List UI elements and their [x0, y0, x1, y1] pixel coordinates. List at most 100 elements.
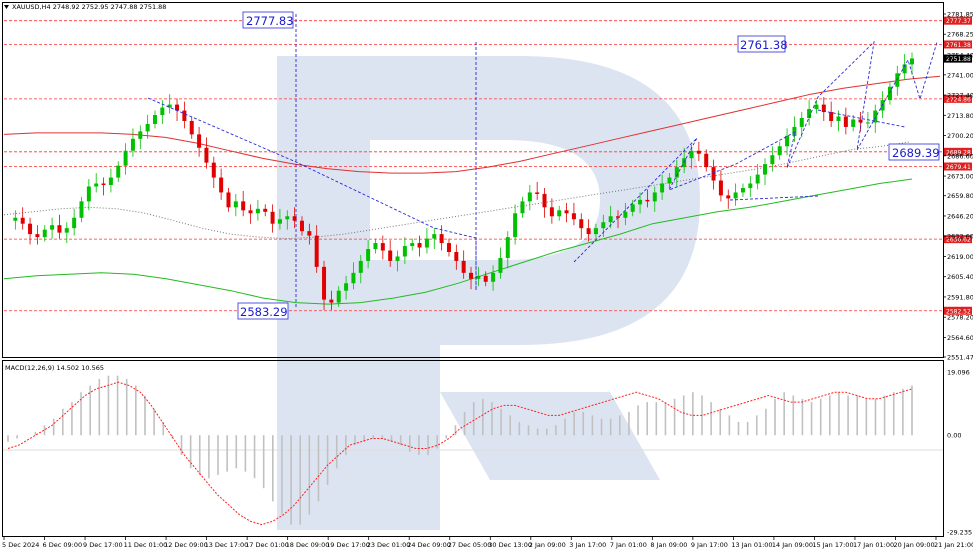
price-axis-label: 2619.00 [947, 253, 973, 261]
level-tag-label: 2777.37 [946, 18, 971, 25]
time-axis-label: 18 Dec 09:00 [286, 541, 330, 549]
price-axis-label: 2564.60 [947, 334, 973, 342]
candle-bull [255, 208, 260, 214]
candle-bear [542, 193, 547, 208]
price-axis-label: 2754.40 [947, 51, 973, 59]
level-tag-label: 2630.62 [946, 237, 971, 244]
candle-bear [579, 219, 584, 229]
annotation-2583: 2583.29 [237, 302, 289, 320]
time-axis-label: 9 Jan 17:00 [691, 541, 728, 549]
candle-bear [571, 213, 576, 220]
candle-bull [116, 165, 121, 178]
candle-bull [608, 216, 613, 223]
candle-bull [630, 204, 635, 212]
candle-bear [219, 177, 224, 193]
candle-bull [498, 257, 503, 273]
candle-bull [601, 222, 606, 229]
candle-bull [152, 115, 157, 124]
level-tag-label: 2724.86 [946, 96, 971, 103]
candle-bear [858, 119, 863, 123]
level-tag [944, 162, 972, 171]
candle-bull [733, 192, 738, 199]
candle-bull [72, 217, 77, 229]
candle-bull [42, 229, 47, 238]
time-axis-label: 7 Jan 01:00 [610, 541, 647, 549]
candle-bear [564, 210, 569, 214]
annotation-2761: 2761.38 [737, 35, 788, 53]
candle-bull [505, 237, 510, 258]
svg-text:2583.29: 2583.29 [240, 305, 288, 319]
annotation-2777: 2777.83 [242, 11, 294, 29]
price-panel-frame [2, 2, 944, 358]
candle-bear [439, 234, 444, 244]
time-axis-label: 14 Jan 09:00 [772, 541, 813, 549]
candle-bull [851, 119, 856, 127]
candle-bear [299, 220, 304, 232]
candle-bear [322, 266, 327, 300]
level-tag [944, 235, 972, 244]
candle-bull [138, 131, 143, 139]
candle-bull [792, 126, 797, 136]
candle-bull [814, 104, 819, 110]
price-axis-label: 2659.80 [947, 192, 973, 200]
time-axis-label: 13 Jan 01:00 [731, 541, 772, 549]
candle-bear [704, 153, 709, 168]
price-axis-label: 2781.85 [947, 11, 973, 19]
candle-bear [226, 192, 231, 208]
candle-bull [167, 104, 172, 108]
svg-text:2689.39: 2689.39 [892, 146, 940, 160]
price-axis-label: 2768.25 [947, 31, 973, 39]
candle-bull [50, 225, 55, 230]
annotation-2689: 2689.39 [888, 143, 940, 161]
time-axis-label: 17 Dec 01:00 [245, 541, 289, 549]
candle-bull [667, 177, 672, 184]
candle-bull [395, 256, 400, 261]
collapse-triangle-icon[interactable] [4, 5, 9, 9]
level-tag-label: 2582.52 [946, 308, 971, 315]
candle-bear [483, 275, 488, 282]
candle-bull [410, 243, 415, 247]
candle-bull [513, 213, 518, 238]
candle-bull [807, 109, 812, 118]
time-axis-label: 12 Dec 09:00 [164, 541, 208, 549]
time-axis-label: 6 Dec 09:00 [43, 541, 83, 549]
candle-bull [777, 146, 782, 156]
candle-bear [35, 234, 40, 238]
price-axis-label: 2713.80 [947, 112, 973, 120]
time-axis-label: 2 Jan 09:00 [529, 541, 566, 549]
candle-bull [836, 116, 841, 121]
svg-text:2777.83: 2777.83 [246, 14, 294, 28]
macd-signal-line [7, 381, 913, 526]
candle-bull [895, 73, 900, 87]
candle-bear [535, 192, 540, 194]
candle-bear [241, 201, 246, 211]
candle-bull [336, 290, 341, 303]
candle-bull [64, 228, 69, 233]
candle-bear [189, 120, 194, 135]
candle-bear [696, 150, 701, 154]
candle-bull [402, 246, 407, 257]
candle-bull [652, 192, 657, 202]
candle-bull [108, 177, 113, 185]
candle-bull [130, 138, 135, 151]
time-axis-label: 15 Jan 17:00 [812, 541, 853, 549]
candle-bull [910, 58, 914, 65]
candle-bear [57, 225, 62, 233]
level-tag-label: 2679.41 [946, 164, 971, 171]
candle-bull [277, 219, 282, 224]
candle-bear [20, 217, 25, 224]
candle-bull [557, 210, 562, 217]
candle-bull [785, 135, 790, 147]
candle-bull [763, 164, 768, 175]
symbol-header: XAUUSD,H4 2748.92 2752.95 2747.88 2751.8… [12, 3, 166, 11]
candle-bull [285, 216, 290, 220]
current-price-label: 2751.88 [946, 56, 971, 63]
price-axis-label: 2591.80 [947, 293, 973, 301]
candle-bear [175, 104, 180, 111]
price-axis-label: 2686.60 [947, 152, 973, 160]
candle-bear [461, 260, 466, 273]
candle-bear [314, 235, 319, 267]
candle-bull [344, 283, 349, 291]
time-axis-label: 30 Dec 13:00 [488, 541, 532, 549]
time-axis-label: 3 Jan 17:00 [569, 541, 606, 549]
